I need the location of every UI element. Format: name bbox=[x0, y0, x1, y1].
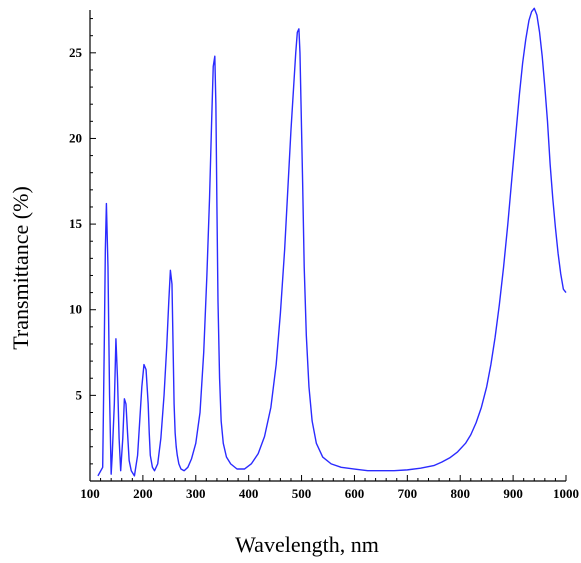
x-tick-label: 900 bbox=[503, 486, 523, 501]
x-tick-label: 700 bbox=[398, 486, 418, 501]
y-tick-label: 5 bbox=[76, 387, 83, 402]
axes bbox=[89, 10, 566, 482]
x-axis-ticks: 100 200 300 400 500 600 700 800 900 1000 bbox=[80, 475, 579, 501]
x-tick-label: 200 bbox=[133, 486, 153, 501]
x-tick-label: 100 bbox=[80, 486, 100, 501]
y-tick-label: 25 bbox=[69, 45, 83, 60]
x-axis-title: Wavelength, nm bbox=[235, 532, 379, 557]
y-tick-label: 10 bbox=[69, 302, 82, 317]
x-tick-label: 300 bbox=[186, 486, 206, 501]
x-tick-label: 800 bbox=[450, 486, 470, 501]
y-tick-label: 20 bbox=[69, 130, 82, 145]
x-tick-label: 400 bbox=[239, 486, 259, 501]
y-axis-ticks: 5 10 15 20 25 bbox=[69, 18, 96, 465]
x-tick-label: 1000 bbox=[553, 486, 579, 501]
x-tick-label: 500 bbox=[292, 486, 312, 501]
y-tick-label: 15 bbox=[69, 216, 83, 231]
x-tick-label: 600 bbox=[345, 486, 365, 501]
series-line bbox=[97, 7, 567, 477]
y-axis-title: Transmittance (%) bbox=[8, 186, 33, 350]
